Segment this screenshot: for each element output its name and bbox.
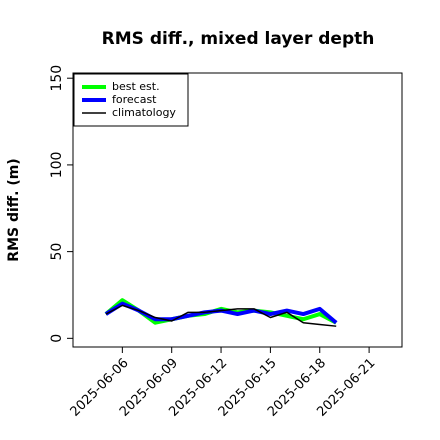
y-tick-label: 100 xyxy=(49,152,65,179)
plot-frame xyxy=(72,72,403,348)
y-tick-label: 50 xyxy=(49,243,65,261)
legend-label: best est. xyxy=(112,80,160,93)
legend-label: forecast xyxy=(112,93,157,106)
chart-title: RMS diff., mixed layer depth xyxy=(102,29,375,49)
y-axis-label: RMS diff. (m) xyxy=(6,158,22,261)
y-tick-label: 150 xyxy=(49,65,65,92)
legend-label: climatology xyxy=(112,106,176,119)
series-line xyxy=(105,304,337,327)
y-tick-label: 0 xyxy=(49,334,65,343)
